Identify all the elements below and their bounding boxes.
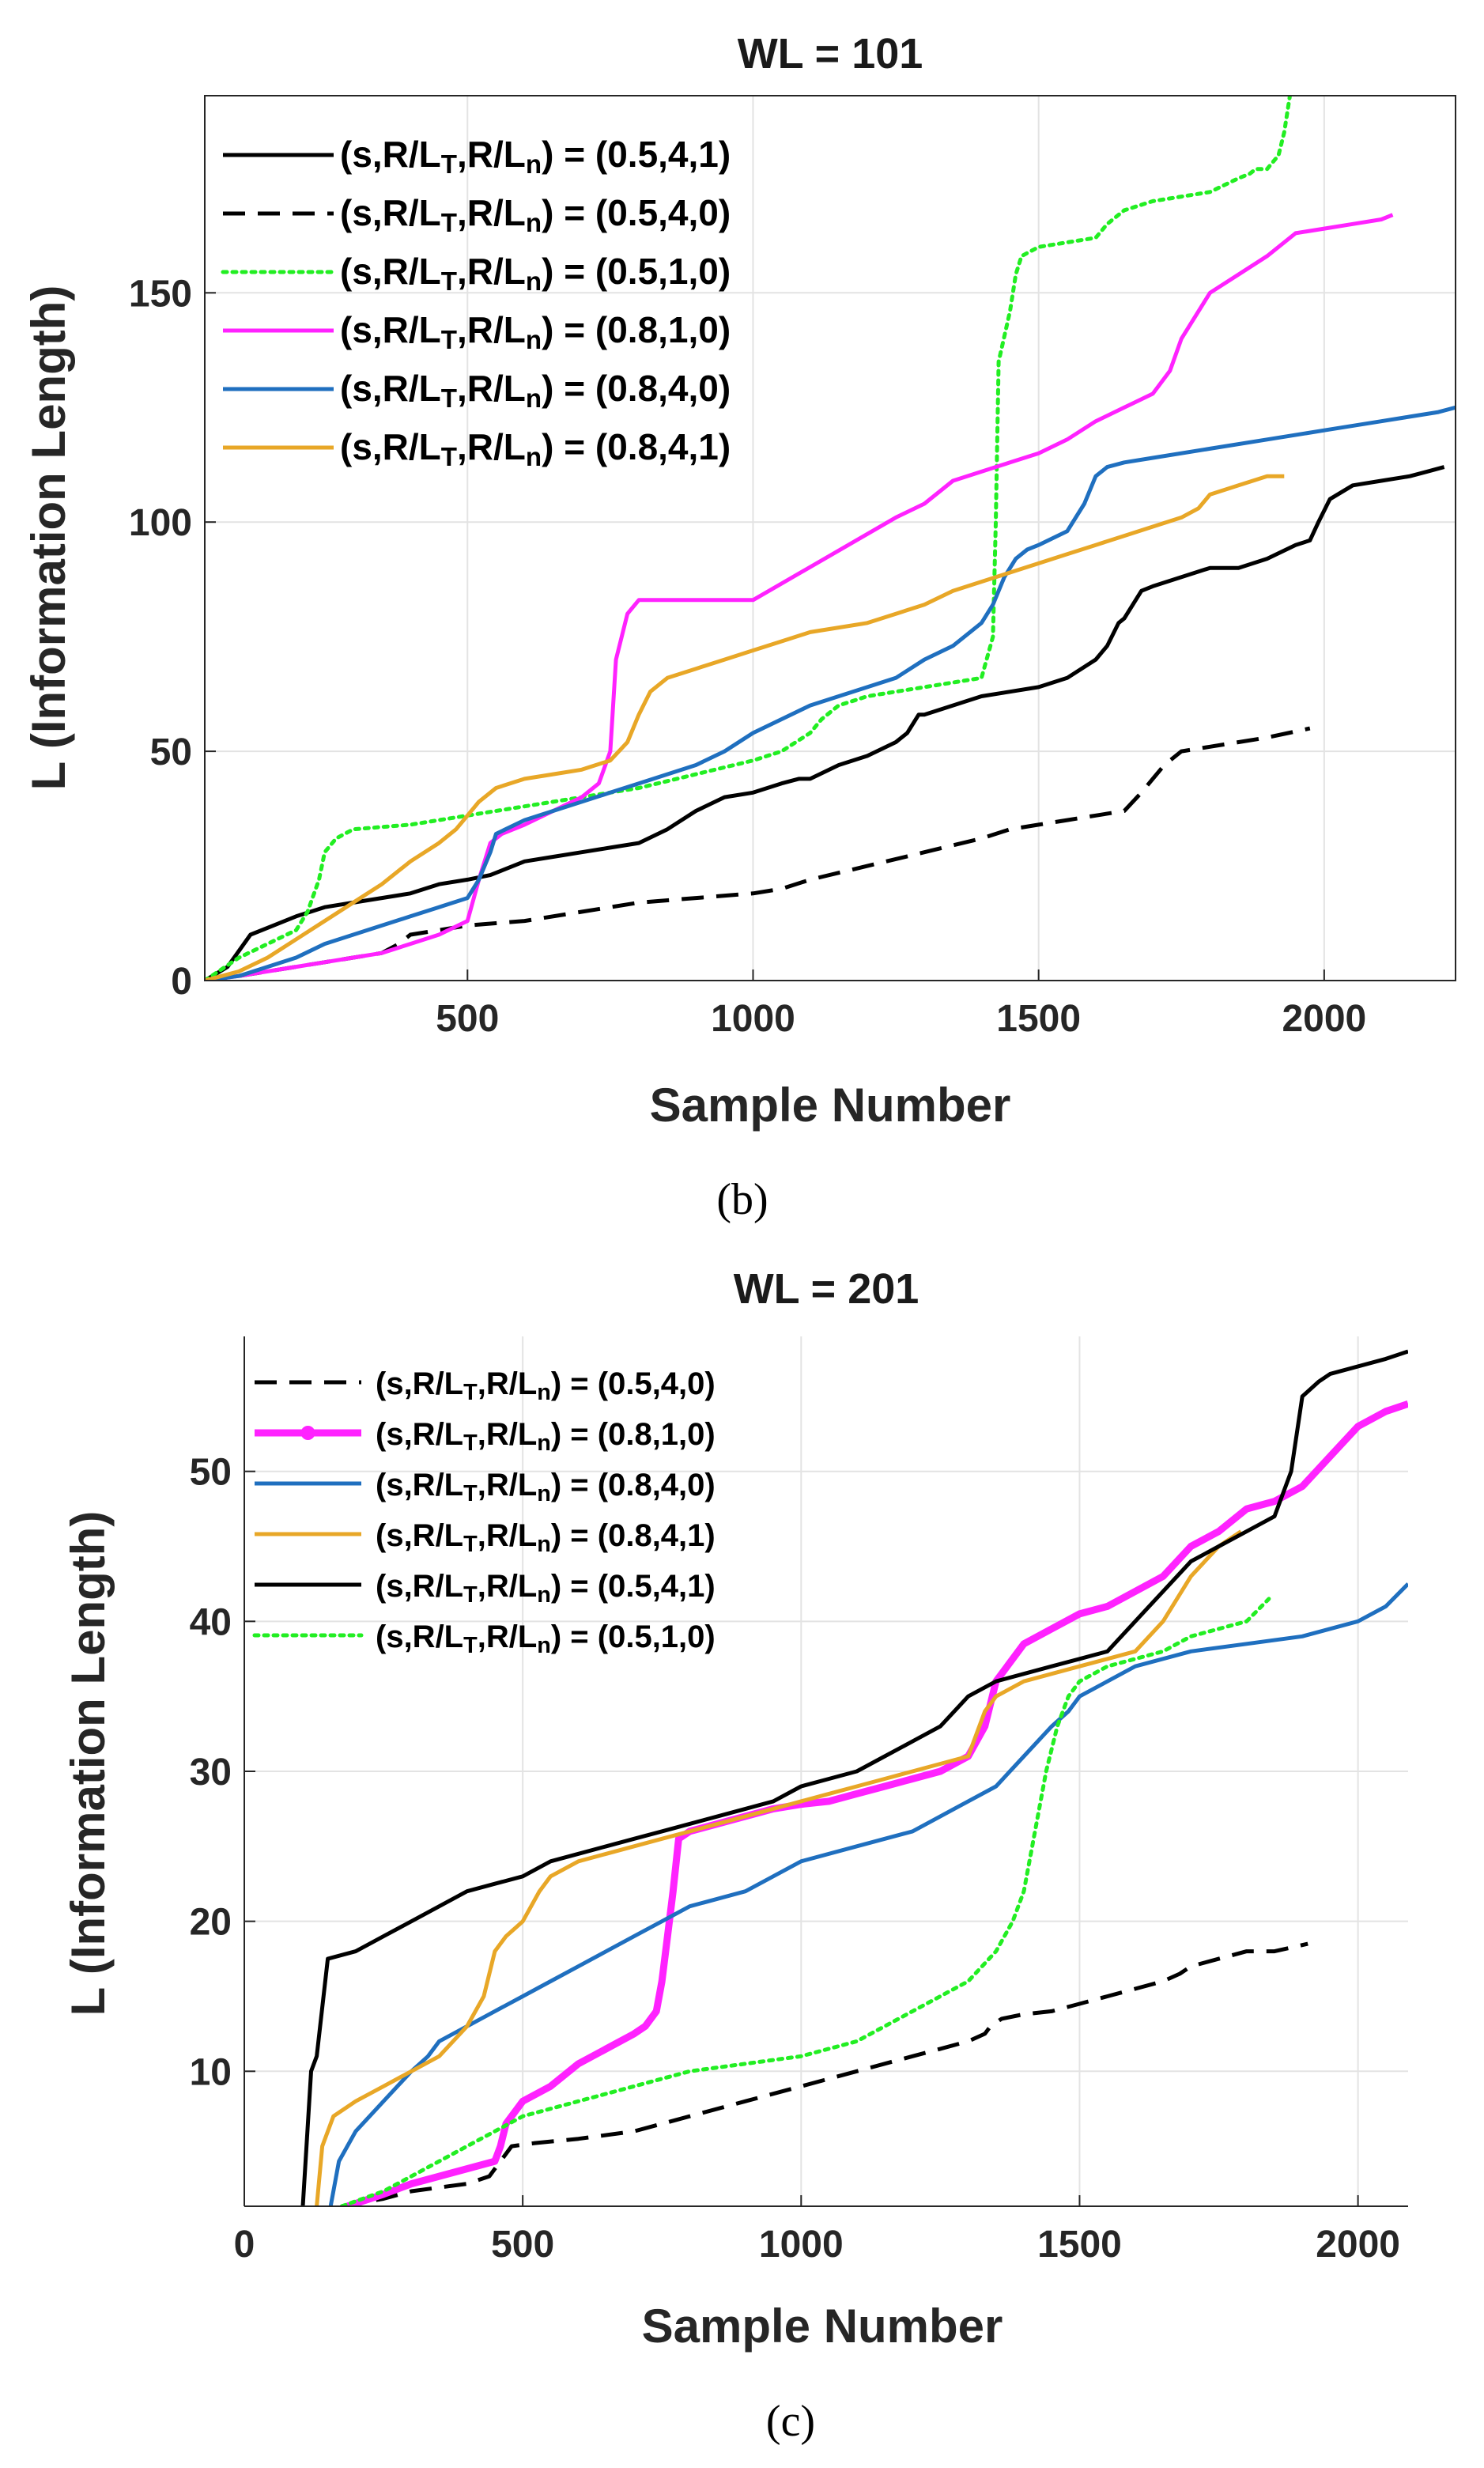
legend-entry: (s,R/LT,R/Ln) = (0.8,4,1) [255, 1518, 716, 1557]
legend-label: (s,R/LT,R/Ln) = (0.5,4,1) [340, 134, 731, 180]
caption-c: (c) [766, 2397, 815, 2446]
series-line-0-5-4-1 [300, 1349, 1408, 2206]
ticks-b: 500 1000 1500 2000 0 50 100 150 [129, 273, 1366, 1040]
y-tick-label: 30 [190, 1752, 232, 1793]
plot-frame-b [204, 95, 1456, 981]
legend-entry: (s,R/LT,R/Ln) = (0.5,4,0) [255, 1366, 716, 1405]
legend-marker [300, 1426, 315, 1440]
legend-entry: (s,R/LT,R/Ln) = (0.5,4,1) [223, 134, 731, 180]
x-tick-label: 1500 [1037, 2224, 1122, 2266]
chart-title-c: WL = 201 [734, 1265, 919, 1313]
legend-entry: (s,R/LT,R/Ln) = (0.8,4,0) [223, 368, 731, 414]
legend-entry: (s,R/LT,R/Ln) = (0.8,4,1) [223, 426, 731, 472]
legend-entry: (s,R/LT,R/Ln) = (0.5,4,0) [223, 192, 731, 238]
x-tick-label: 1000 [759, 2224, 844, 2266]
y-tick-label: 20 [190, 1902, 232, 1944]
series-lines-b [205, 96, 1456, 981]
legend-entry: (s,R/LT,R/Ln) = (0.5,1,0) [221, 251, 731, 297]
series-line-0-8-1-0 [205, 213, 1394, 981]
series-line-0-8-4-1 [205, 474, 1285, 981]
x-tick-label: 1000 [711, 998, 795, 1040]
grid-b [205, 96, 1456, 981]
legend-label: (s,R/LT,R/Ln) = (0.5,1,0) [376, 1620, 716, 1658]
series-line-0-5-1-0 [205, 96, 1292, 981]
series-line-0-5-4-1 [205, 465, 1445, 981]
ticks-c: 0 500 1000 1500 2000 10 20 30 40 50 [190, 1452, 1400, 2266]
caption-b: (b) [716, 1175, 768, 1224]
chart-title-b: WL = 101 [738, 30, 923, 77]
x-axis-label-c: Sample Number [642, 2300, 1003, 2353]
series-line-0-8-1-0 [346, 1400, 1408, 2206]
series-line-0-8-4-0 [328, 1582, 1408, 2206]
legend-label: (s,R/LT,R/Ln) = (0.8,4,1) [376, 1518, 716, 1557]
series-lines-c [300, 1349, 1408, 2206]
y-tick-label: 40 [190, 1601, 232, 1643]
legend-label: (s,R/LT,R/Ln) = (0.5,4,0) [376, 1366, 716, 1405]
x-axis-label-b: Sample Number [650, 1079, 1011, 1132]
x-tick-label: 1500 [996, 998, 1081, 1040]
y-tick-label: 50 [150, 731, 192, 773]
y-axis-label-c: L (Information Length) [62, 1511, 115, 2016]
legend-label: (s,R/LT,R/Ln) = (0.5,4,0) [340, 192, 731, 238]
chart-panel-c: 0 500 1000 1500 2000 10 20 30 40 50 WL = 201 Samp… [62, 1265, 1408, 2446]
series-line-0-5-1-0 [339, 1597, 1271, 2206]
legend-b: (s,R/LT,R/Ln) = (0.5,4,1) (s,R/LT,R/Ln) =… [221, 134, 731, 472]
legend-entry: (s,R/LT,R/Ln) = (0.8,1,0) [223, 309, 731, 355]
legend-entry: (s,R/LT,R/Ln) = (0.5,1,0) [252, 1620, 716, 1658]
legend-entry: (s,R/LT,R/Ln) = (0.8,4,0) [255, 1468, 716, 1506]
x-tick-label: 2000 [1316, 2224, 1400, 2266]
legend-c: (s,R/LT,R/Ln) = (0.5,4,0) (s,R/LT,R/Ln) =… [252, 1366, 716, 1658]
legend-label: (s,R/LT,R/Ln) = (0.8,4,0) [340, 368, 731, 414]
y-tick-label: 50 [190, 1452, 232, 1494]
legend-label: (s,R/LT,R/Ln) = (0.5,4,1) [376, 1569, 716, 1608]
y-tick-label: 150 [129, 273, 192, 315]
legend-label: (s,R/LT,R/Ln) = (0.8,4,1) [340, 426, 731, 472]
legend-label: (s,R/LT,R/Ln) = (0.8,1,0) [376, 1417, 716, 1456]
series-line-0-8-4-0 [205, 405, 1456, 981]
legend-entry: (s,R/LT,R/Ln) = (0.5,4,1) [255, 1569, 716, 1608]
y-tick-label: 10 [190, 2051, 232, 2093]
legend-label: (s,R/LT,R/Ln) = (0.8,1,0) [340, 309, 731, 355]
legend-label: (s,R/LT,R/Ln) = (0.5,1,0) [340, 251, 731, 297]
plot-area-b [205, 96, 1456, 981]
series-line-0-5-4-0 [341, 1941, 1308, 2206]
chart-panel-b: 500 1000 1500 2000 0 50 100 150 WL = 101 Sample… [22, 30, 1456, 1224]
x-tick-label: 0 [234, 2224, 255, 2266]
x-tick-label: 500 [436, 998, 499, 1040]
y-axis-label-b: L (Information Length) [22, 285, 75, 791]
x-tick-label: 2000 [1282, 998, 1366, 1040]
series-line-0-8-4-1 [315, 1529, 1243, 2206]
legend-entry: (s,R/LT,R/Ln) = (0.8,1,0) [255, 1417, 716, 1456]
y-tick-label: 0 [171, 961, 192, 1003]
legend-label: (s,R/LT,R/Ln) = (0.8,4,0) [376, 1468, 716, 1506]
y-tick-label: 100 [129, 502, 192, 544]
x-tick-label: 500 [491, 2224, 554, 2266]
